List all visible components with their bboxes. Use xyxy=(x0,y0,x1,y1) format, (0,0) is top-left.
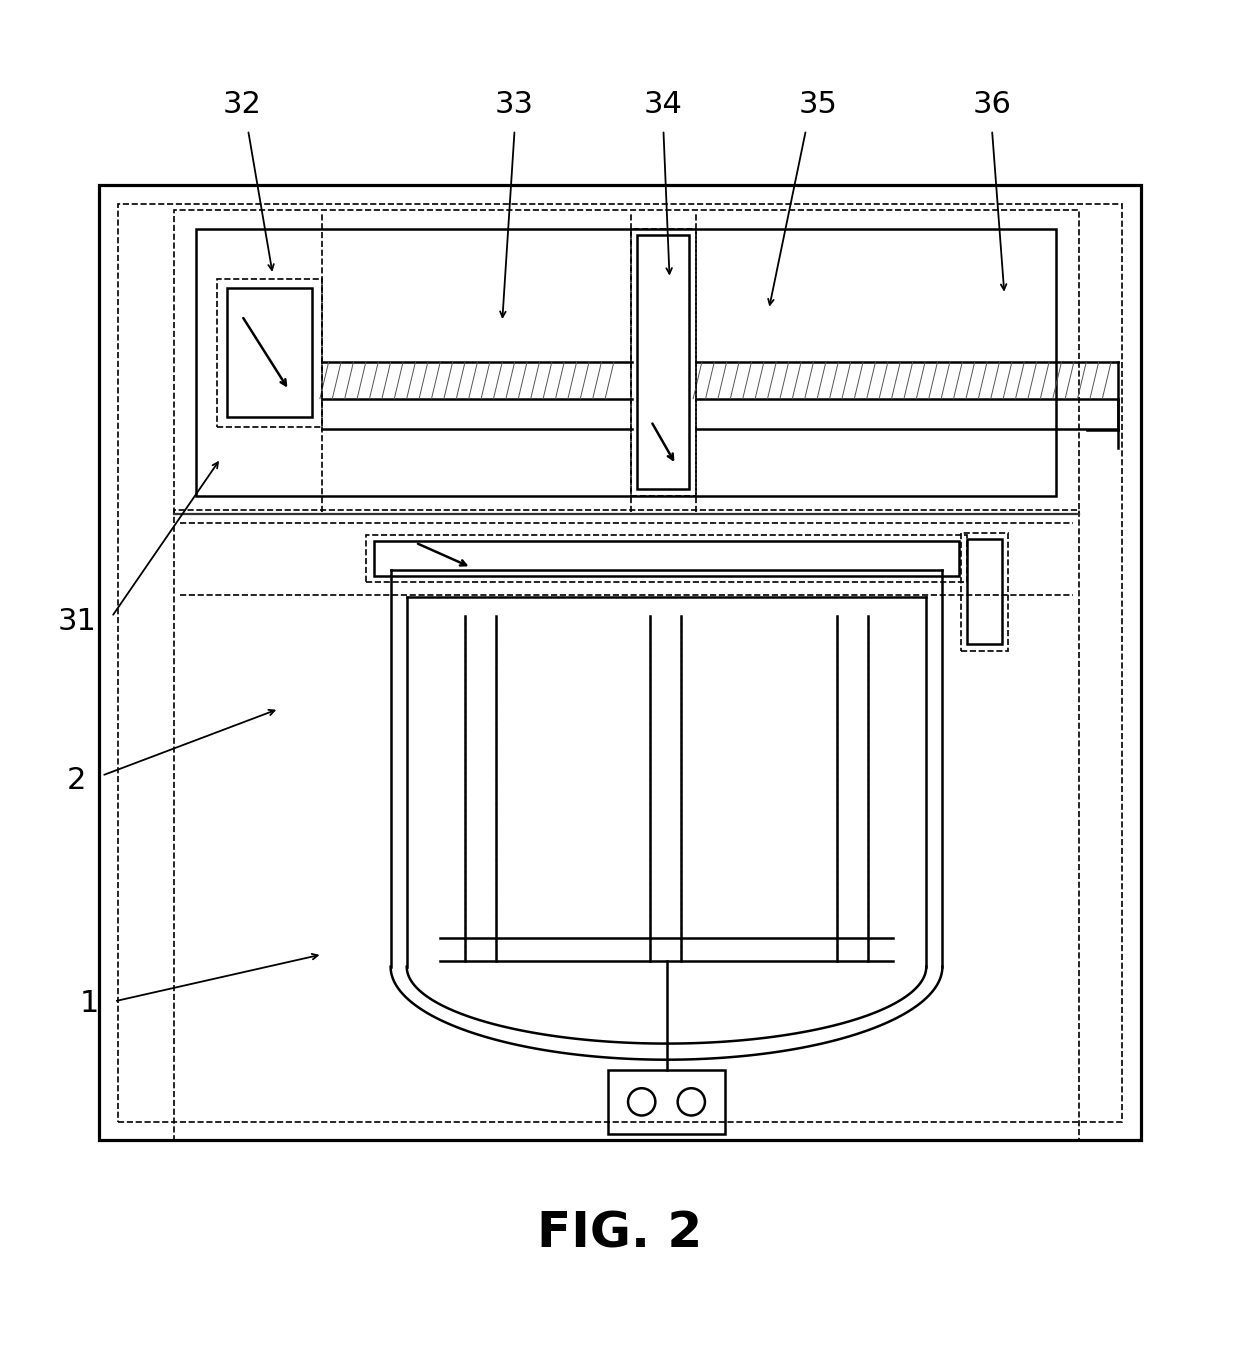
Bar xyxy=(961,533,1008,650)
Text: 32: 32 xyxy=(222,90,262,120)
Text: 33: 33 xyxy=(495,90,534,120)
Bar xyxy=(174,510,1079,1141)
Bar xyxy=(374,541,959,577)
Bar xyxy=(196,229,1056,496)
Bar xyxy=(174,210,1079,514)
Bar xyxy=(118,204,1122,1122)
Text: 31: 31 xyxy=(57,608,97,637)
Text: 34: 34 xyxy=(644,90,683,120)
Bar xyxy=(608,1070,725,1134)
Bar xyxy=(227,289,312,417)
Text: 2: 2 xyxy=(67,766,87,795)
Bar xyxy=(631,229,696,496)
Text: 1: 1 xyxy=(79,990,99,1018)
Bar xyxy=(637,234,689,489)
Bar xyxy=(366,536,967,582)
Bar xyxy=(217,278,322,427)
Bar xyxy=(967,538,1002,645)
Text: FIG. 2: FIG. 2 xyxy=(537,1209,703,1257)
Text: 36: 36 xyxy=(972,90,1012,120)
Bar xyxy=(99,185,1141,1141)
Text: 35: 35 xyxy=(799,90,838,120)
